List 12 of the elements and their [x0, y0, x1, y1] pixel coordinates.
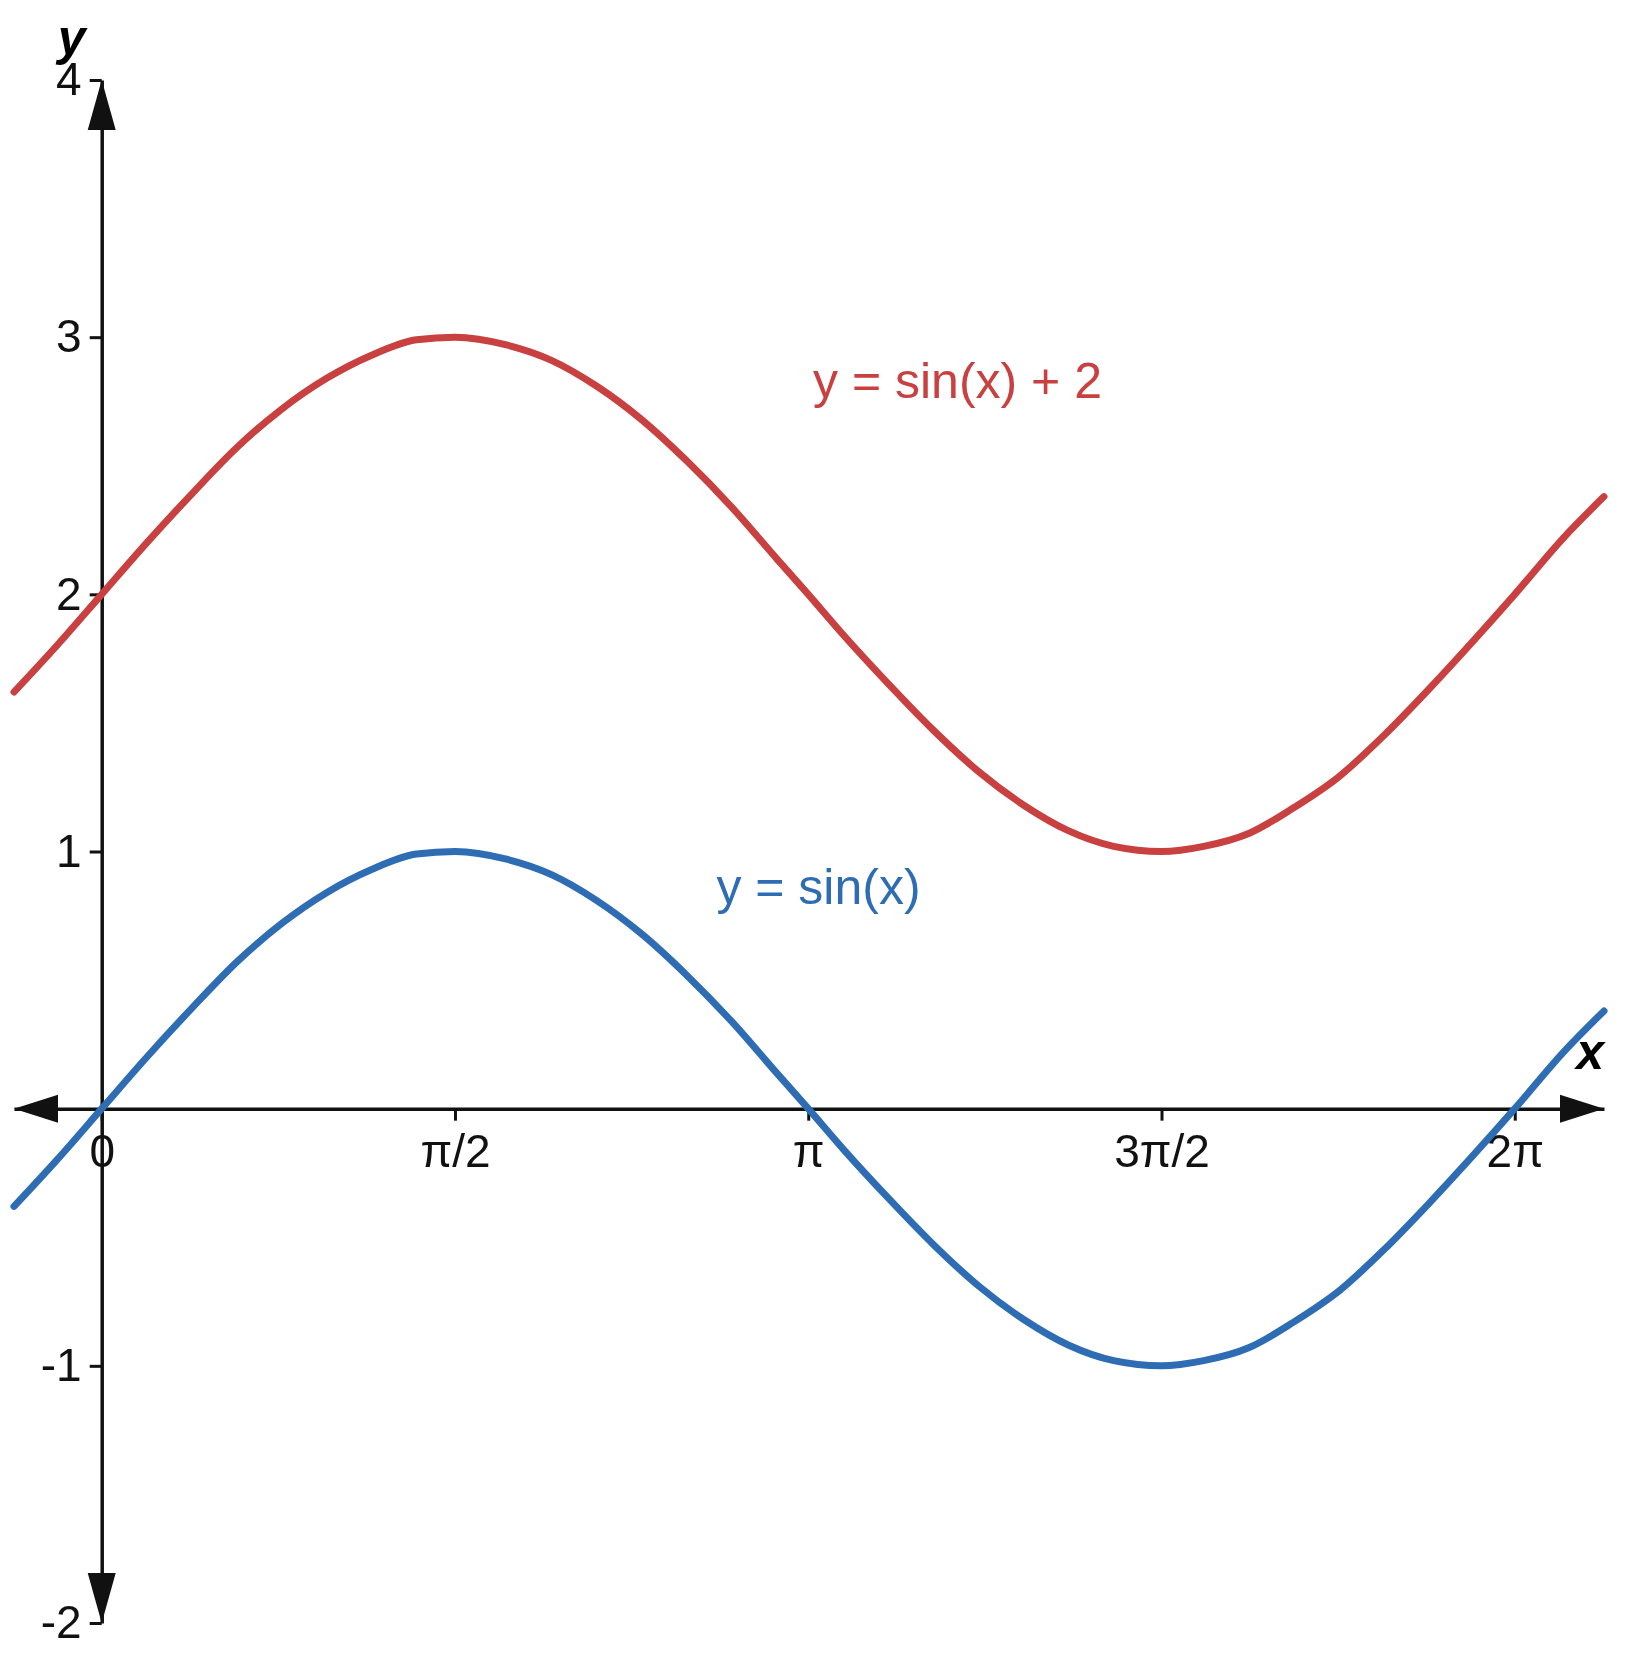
y-tick-label: -2 [40, 1596, 82, 1649]
y-tick-label: -1 [40, 1339, 82, 1392]
y-tick-label: 2 [56, 567, 82, 620]
x-tick-label: π/2 [420, 1125, 491, 1178]
x-axis-title: x [1573, 1023, 1607, 1080]
text: y = sin(x) + 2 [813, 353, 1102, 410]
series-label: y = sin(x) [716, 859, 921, 916]
x-tick-label: π [792, 1125, 825, 1178]
x-tick-label: 2π [1486, 1125, 1544, 1178]
x-tick-label: 3π/2 [1114, 1125, 1210, 1178]
y-tick-label: 1 [56, 824, 82, 877]
y-tick-label: 3 [56, 310, 82, 363]
